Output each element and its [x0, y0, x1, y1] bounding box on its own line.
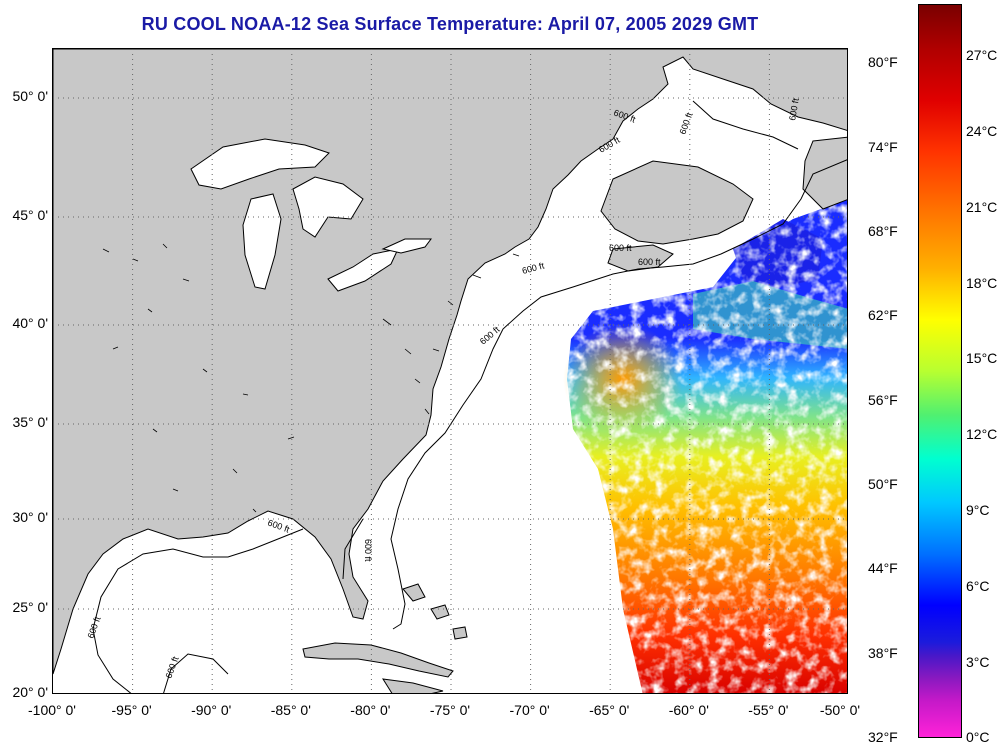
lon-label: -60° 0': [668, 702, 709, 718]
contour-label: 600 ft: [521, 260, 546, 276]
lon-label: -65° 0': [589, 702, 630, 718]
celsius-label: 6°C: [966, 578, 990, 594]
contour-label: 600 ft: [638, 257, 661, 267]
fahrenheit-label: 62°F: [868, 307, 898, 323]
lon-label: -90° 0': [191, 702, 232, 718]
celsius-label: 15°C: [966, 350, 998, 366]
great-lakes: [190, 138, 432, 292]
temperature-colorbar: [918, 4, 962, 738]
contour-label: 600 ft: [85, 615, 102, 640]
lon-label: -75° 0': [429, 702, 471, 718]
lat-label: 25° 0': [12, 599, 48, 615]
lon-label: -95° 0': [111, 702, 152, 718]
celsius-label: 21°C: [966, 199, 998, 215]
lon-label: -85° 0': [270, 702, 311, 718]
celsius-label: 12°C: [966, 426, 998, 442]
chart-title: RU COOL NOAA-12 Sea Surface Temperature:…: [141, 14, 759, 34]
lat-label: 40° 0': [12, 315, 48, 331]
fahrenheit-label: 80°F: [868, 54, 898, 70]
lat-label: 50° 0': [12, 88, 48, 104]
contour-label: 600 ft: [163, 655, 180, 680]
fahrenheit-label: 38°F: [868, 645, 898, 661]
celsius-label: 18°C: [966, 275, 998, 291]
depth-contour: [92, 100, 847, 693]
fahrenheit-label: 50°F: [868, 476, 898, 492]
celsius-label: 0°C: [966, 729, 990, 745]
celsius-label: 3°C: [966, 654, 990, 670]
sst-swath: [563, 199, 847, 693]
sst-map[interactable]: 600 ft 600 ft 600 ft 600 ft 600 ft 600 f…: [52, 48, 848, 694]
celsius-label: 24°C: [966, 123, 998, 139]
lat-label: 35° 0': [12, 414, 48, 430]
celsius-label: 9°C: [966, 502, 990, 518]
contour-label: 600 ft: [363, 539, 373, 562]
lon-label: -50° 0': [819, 702, 861, 718]
lon-label: -80° 0': [350, 702, 391, 718]
lon-label: -70° 0': [509, 702, 550, 718]
contour-label: 600 ft: [478, 324, 502, 346]
contour-label: 600 ft: [266, 517, 291, 534]
fahrenheit-label: 74°F: [868, 139, 898, 155]
lat-label: 30° 0': [12, 509, 48, 525]
coastal-detail: [102, 243, 520, 513]
lon-label: -100° 0': [28, 702, 76, 718]
lat-label: 20° 0': [12, 684, 48, 700]
fahrenheit-label: 68°F: [868, 223, 898, 239]
map-canvas: 600 ft 600 ft 600 ft 600 ft 600 ft 600 f…: [53, 49, 847, 693]
fahrenheit-label: 44°F: [868, 560, 898, 576]
contour-label: 600 ft: [787, 97, 801, 121]
contour-label: 600 ft: [609, 243, 632, 253]
fahrenheit-label: 56°F: [868, 392, 898, 408]
contour-label: 600 ft: [677, 111, 694, 136]
celsius-label: 27°C: [966, 47, 998, 63]
fahrenheit-label: 32°F: [868, 729, 898, 745]
lat-label: 45° 0': [12, 207, 48, 223]
lon-label: -55° 0': [748, 702, 789, 718]
